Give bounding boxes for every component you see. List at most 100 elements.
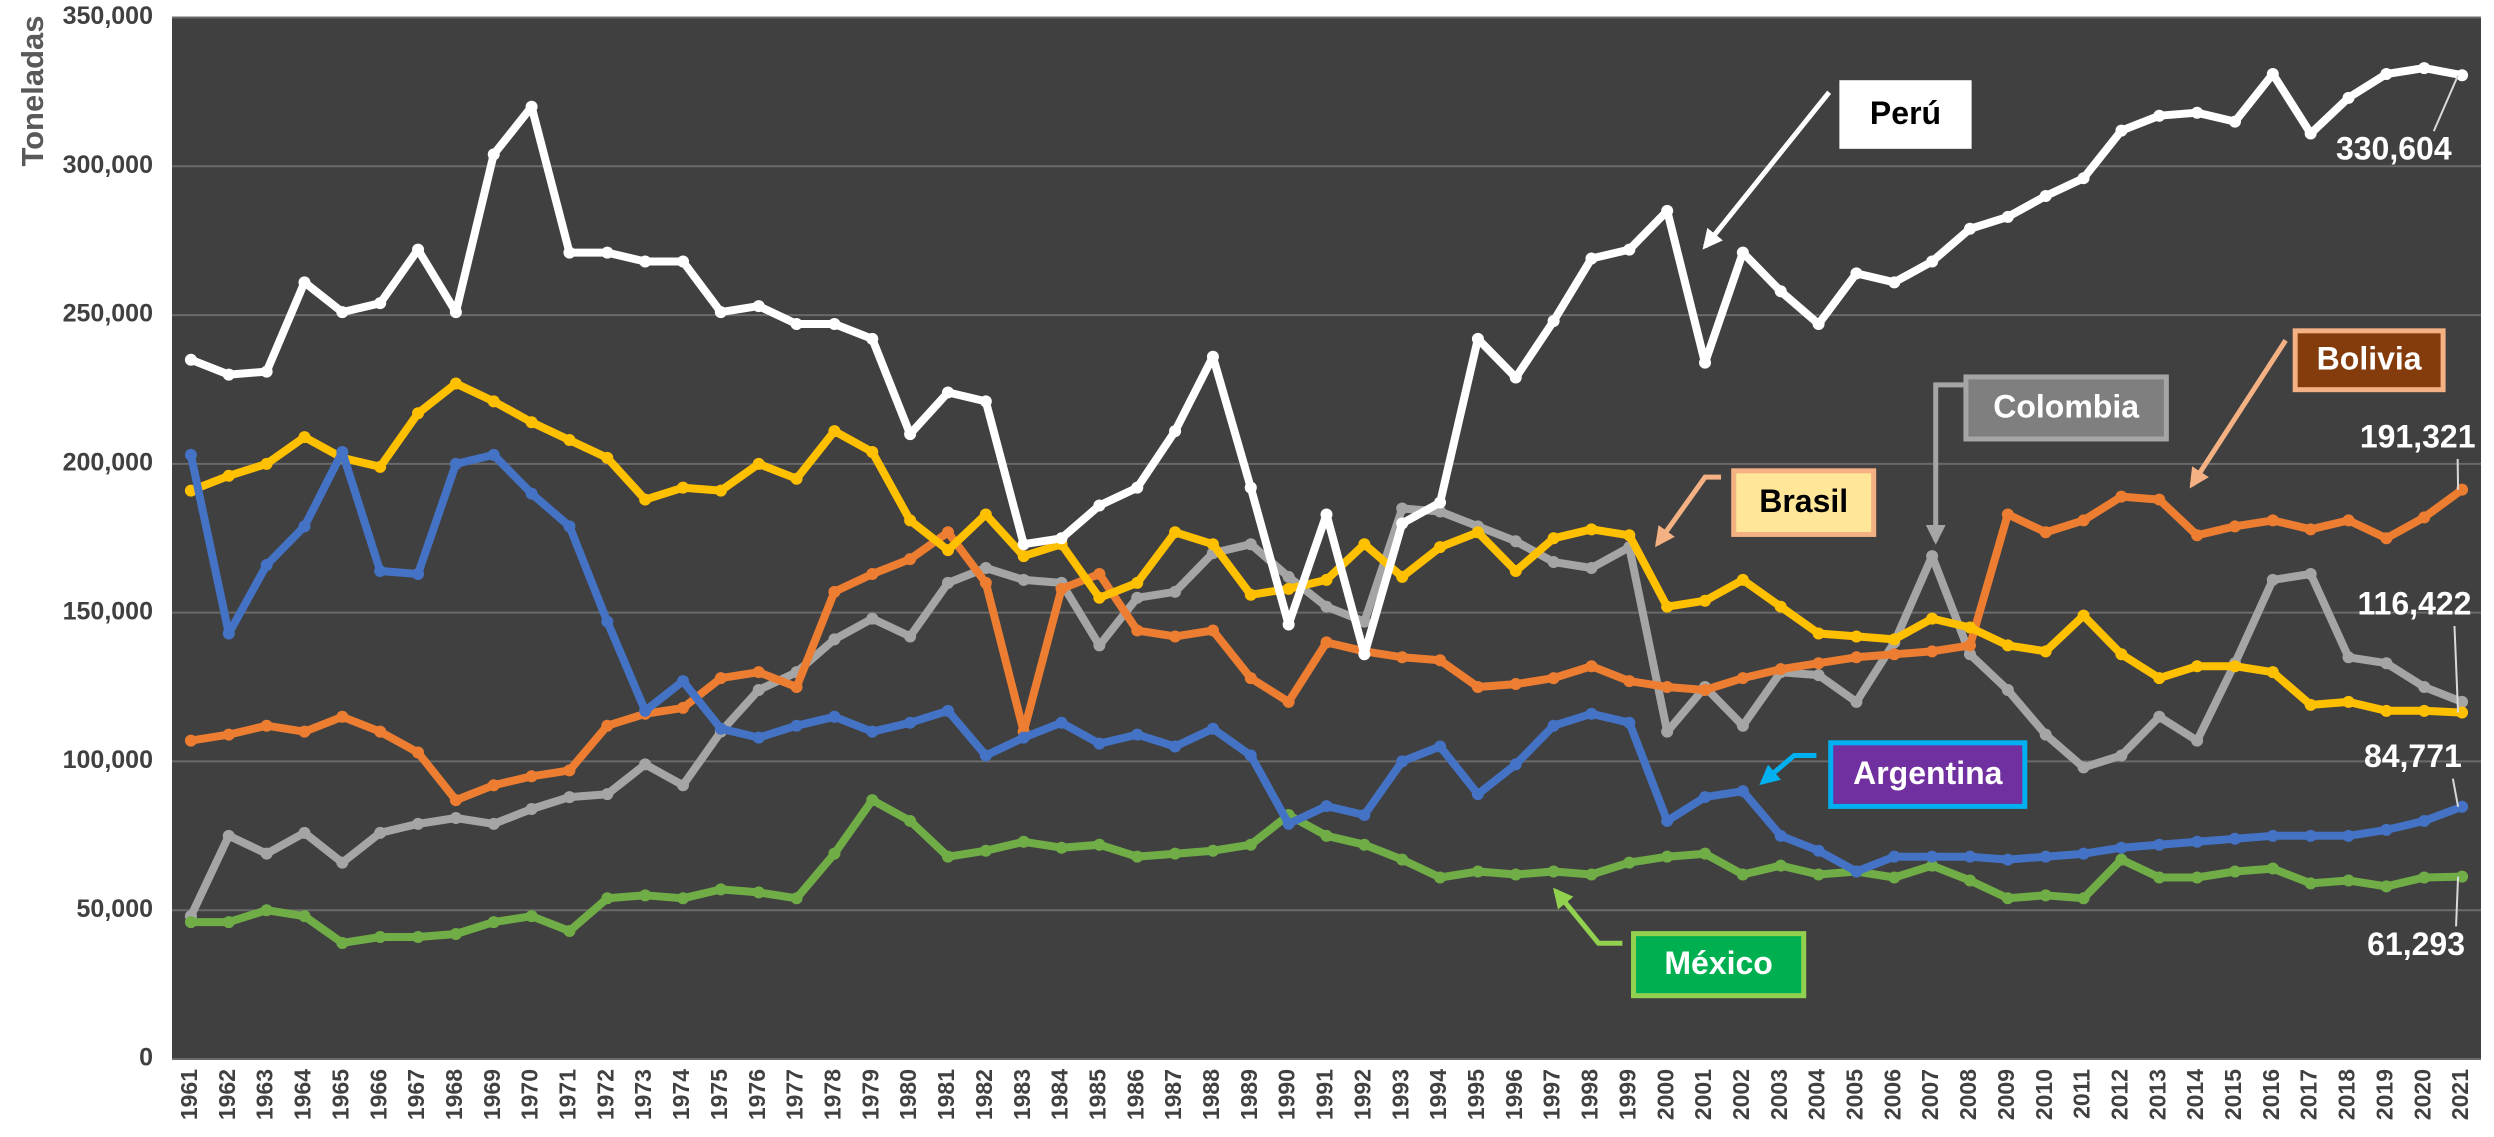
data-point (1699, 356, 1712, 369)
data-point (1926, 255, 1939, 268)
data-point (2266, 862, 2279, 875)
data-point (2456, 800, 2469, 813)
data-point (677, 701, 690, 714)
data-point (752, 666, 765, 679)
data-point (222, 627, 235, 640)
data-point (412, 746, 425, 759)
y-tick-label: 0 (139, 1044, 153, 1072)
data-point (752, 457, 765, 470)
data-point (2418, 871, 2431, 884)
x-tick-label: 1997 (1539, 1069, 1565, 1120)
data-point (1055, 532, 1068, 545)
annotation-arrow (1655, 474, 1721, 548)
legend-box (1963, 374, 2169, 442)
data-point (298, 910, 311, 923)
data-point (714, 883, 727, 896)
data-point (904, 428, 917, 441)
data-point (2001, 892, 2014, 905)
data-point (2001, 639, 2014, 652)
data-point (1926, 645, 1939, 658)
data-point (639, 704, 652, 717)
data-point (2115, 853, 2128, 866)
x-tick-label: 1971 (555, 1069, 581, 1120)
data-point (2077, 514, 2090, 527)
data-point (714, 306, 727, 319)
data-point (1926, 612, 1939, 625)
data-point (1282, 817, 1295, 830)
data-point (1623, 243, 1636, 256)
data-point (714, 672, 727, 685)
data-point (1850, 267, 1863, 280)
data-point (1926, 550, 1939, 563)
data-point (1169, 585, 1182, 598)
data-point (2077, 609, 2090, 622)
data-point (2228, 660, 2241, 673)
data-point (1282, 695, 1295, 708)
data-point (2001, 684, 2014, 697)
data-point (2077, 892, 2090, 905)
data-point (1547, 556, 1560, 569)
data-point (1774, 829, 1787, 842)
data-point (222, 469, 235, 482)
data-point (2304, 829, 2317, 842)
x-tick-label: 2012 (2106, 1069, 2132, 1120)
data-point (2456, 695, 2469, 708)
data-point (298, 276, 311, 289)
leader-line (2432, 74, 2459, 132)
data-point (449, 928, 462, 941)
data-point (298, 826, 311, 839)
data-point (487, 916, 500, 929)
data-point (1509, 535, 1522, 548)
data-point (1244, 538, 1257, 551)
data-point (2456, 483, 2469, 496)
data-point (260, 559, 273, 572)
data-point (1888, 850, 1901, 863)
data-point (1471, 526, 1484, 539)
data-point (979, 562, 992, 575)
data-point (2153, 672, 2166, 685)
data-point (374, 564, 387, 577)
data-point (449, 811, 462, 824)
x-tick-label: 1995 (1463, 1069, 1489, 1120)
x-tick-label: 2018 (2334, 1069, 2360, 1120)
data-point (1736, 785, 1749, 798)
data-point (2418, 814, 2431, 827)
data-point (563, 246, 576, 259)
data-point (1434, 654, 1447, 667)
data-point (1320, 573, 1333, 586)
data-point (828, 633, 841, 646)
data-point (1736, 868, 1749, 881)
data-point (1699, 594, 1712, 607)
x-tick-label: 1992 (1349, 1069, 1375, 1120)
data-point (2342, 874, 2355, 887)
data-point (828, 425, 841, 438)
data-point (979, 749, 992, 762)
data-point (1055, 716, 1068, 729)
x-tick-label: 1980 (895, 1069, 921, 1120)
data-point (790, 317, 803, 330)
annotation-arrow (1925, 382, 1966, 545)
data-point (563, 764, 576, 777)
data-point (525, 416, 538, 429)
data-point (790, 892, 803, 905)
data-point (1850, 630, 1863, 643)
data-point (2153, 493, 2166, 506)
data-point (412, 243, 425, 256)
data-point (2001, 853, 2014, 866)
data-point (336, 445, 349, 458)
data-point (2115, 648, 2128, 661)
data-point (2001, 508, 2014, 521)
data-point (1736, 672, 1749, 685)
data-point (2266, 573, 2279, 586)
data-point (1623, 856, 1636, 869)
data-point (1699, 847, 1712, 860)
data-point (336, 856, 349, 869)
data-point (2456, 870, 2469, 883)
data-point (1509, 868, 1522, 881)
x-tick-label: 2009 (1993, 1069, 2019, 1120)
data-point (2039, 728, 2052, 741)
data-point (1509, 564, 1522, 577)
data-point (1396, 755, 1409, 768)
data-point (2153, 109, 2166, 122)
data-point (1055, 841, 1068, 854)
